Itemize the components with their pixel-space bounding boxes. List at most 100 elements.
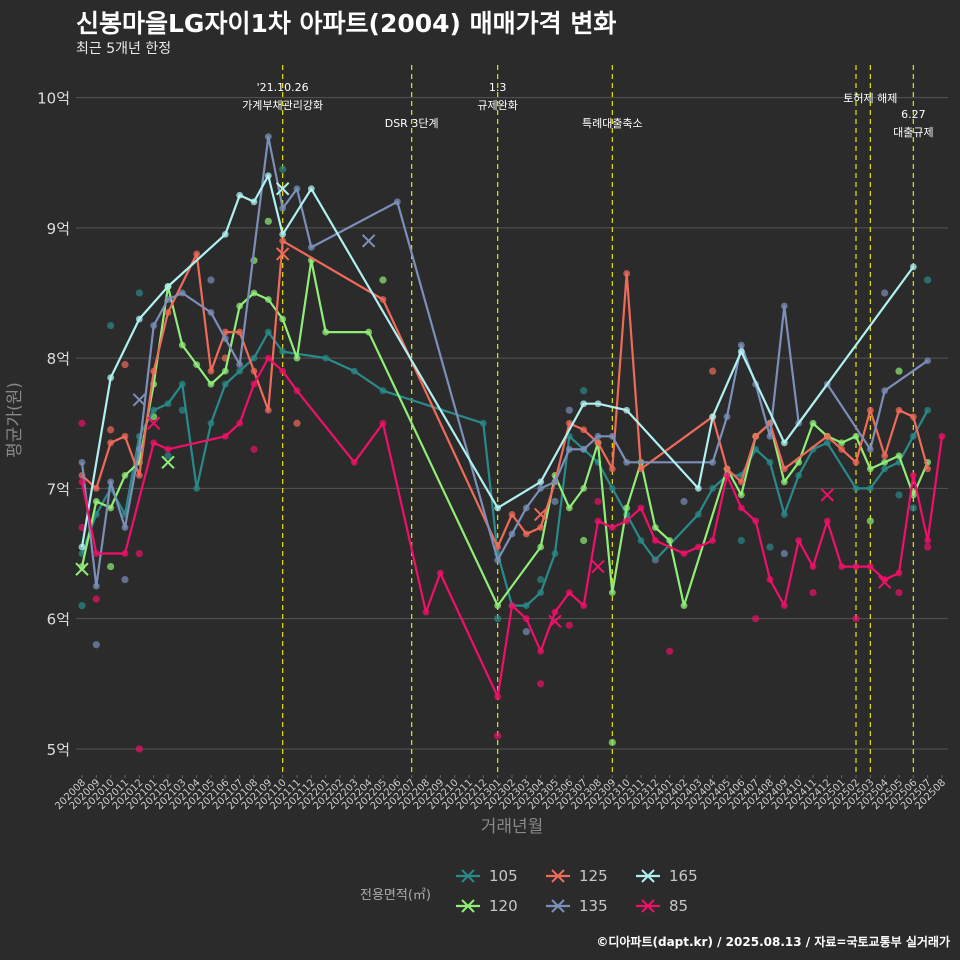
line-point-125 [881,452,889,460]
scatter-point-125 [293,419,301,427]
scatter-point-105 [78,602,86,610]
event-label: '21.10.26 [257,81,309,94]
line-point-135 [307,243,315,251]
line-point-120 [250,289,258,297]
line-point-135 [107,478,115,486]
scatter-point-85 [752,615,760,623]
line-point-85 [565,589,573,597]
legend-item-165[interactable]: 165 [635,866,698,886]
legend-label-120: 120 [489,897,518,915]
line-point-85 [866,563,874,570]
line-point-135 [135,445,143,453]
line-point-105 [193,484,201,492]
line-point-125 [379,296,387,303]
line-point-120 [107,504,115,512]
line-point-165 [236,191,244,199]
line-point-120 [852,432,860,440]
cross-stroke [146,416,161,430]
line-point-85 [121,550,129,557]
legend-title: 전용면적(㎡) [360,888,431,903]
line-point-85 [895,569,903,577]
event-label: 특례대출축소 [582,117,643,130]
line-point-165 [709,413,717,421]
line-point-105 [350,367,358,375]
footer-credit: ©디아파트(dapt.kr) / 2025.08.13 / 자료=국토교통부 실… [596,935,950,949]
line-point-105 [909,432,917,440]
line-point-125 [623,270,631,277]
legend-item-120[interactable]: 120 [455,896,518,916]
line-point-120 [895,452,903,460]
line-point-105 [924,406,932,414]
line-point-135 [264,133,272,141]
scatter-point-105 [178,406,186,414]
cross-stroke [275,182,290,196]
line-point-125 [193,250,201,258]
line-point-85 [780,602,788,610]
cross-marker-85 [146,416,161,430]
legend-key-125 [546,869,570,883]
line-point-85 [279,367,287,375]
scatter-point-105 [766,543,774,551]
line-point-105 [766,458,774,466]
cross-marker-125 [533,507,548,522]
cross-stroke [161,455,175,470]
series-line-125 [81,239,929,549]
series-line-120 [80,259,929,607]
line-point-85 [264,354,272,362]
scatter-point-85 [494,732,502,740]
scatter-point-105 [895,491,903,499]
line-point-85 [709,537,717,544]
line-point-125 [752,432,760,440]
line-point-125 [164,309,172,316]
scatter-point-120 [866,517,874,525]
legend-item-85[interactable]: 85 [635,896,688,916]
cross-stroke [275,247,290,261]
line-point-120 [121,471,129,479]
scatter-point-135 [881,289,889,297]
cross-stroke [877,575,892,589]
line-point-125 [121,432,129,440]
legend-item-125[interactable]: 125 [545,866,608,886]
cross-marker-120 [161,455,175,470]
scatter-point-105 [924,276,932,284]
line-point-125 [594,439,602,447]
line-point-105 [551,550,559,557]
line-point-120 [680,602,688,610]
legend-item-105[interactable]: 105 [455,866,518,886]
line-point-135 [150,322,158,329]
line-point-125 [207,367,215,375]
scatter-point-105 [135,289,143,297]
cross-marker-165 [275,182,290,196]
legend-key-105 [456,869,480,883]
line-point-85 [164,445,172,453]
y-tick-label: 6억 [47,611,70,629]
line-point-85 [623,517,631,525]
line-point-85 [594,517,602,525]
y-tick-label: 7억 [47,480,70,498]
legend-item-135[interactable]: 135 [545,896,608,916]
legend-label-105: 105 [489,867,518,885]
series-line-165 [80,174,915,548]
line-point-120 [608,589,616,597]
line-point-105 [207,419,215,427]
line-point-105 [479,419,487,427]
line-point-135 [78,458,86,466]
event-label: 대출규제 [893,126,933,139]
line-point-125 [537,524,545,531]
cross-marker-125 [275,247,290,261]
event-label: 6.27 [901,108,926,121]
line-point-85 [823,517,831,525]
legend-label-135: 135 [579,897,608,915]
line-point-135 [780,302,788,310]
line-point-120 [293,354,301,362]
line-point-120 [322,328,330,336]
line-point-85 [236,419,244,427]
line-point-105 [780,511,788,518]
line-point-85 [938,432,946,440]
line-point-135 [178,289,186,297]
line-point-85 [379,419,387,427]
line-point-85 [795,537,803,544]
line-point-165 [264,172,272,180]
line-point-120 [881,458,889,466]
